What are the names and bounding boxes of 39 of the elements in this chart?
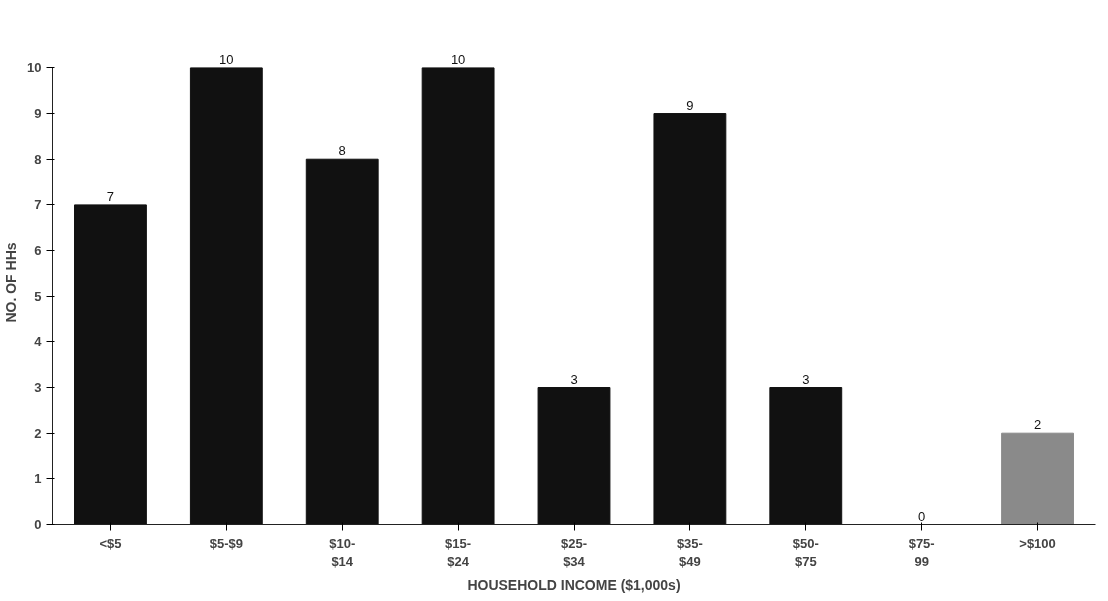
x-tick-label: $5-$9 (209, 535, 243, 551)
y-tick-label: 2 (34, 425, 42, 441)
x-tick-label: $10- $14 (329, 535, 356, 569)
data-label: 3 (570, 371, 578, 387)
bar (537, 387, 611, 525)
y-axis-title: NO. OF HHs (3, 242, 20, 323)
y-tick-label: 4 (34, 334, 43, 350)
y-tick-label: 5 (34, 288, 42, 304)
x-tick-label: $75- 99 (908, 535, 935, 569)
x-tick-label: $25- $34 (560, 535, 588, 569)
data-label: 3 (802, 371, 810, 387)
y-tick-label: 8 (34, 151, 42, 167)
bar (189, 67, 263, 525)
x-tick-label: $15- $24 (445, 535, 472, 569)
x-tick-label: $35- $49 (676, 535, 703, 569)
y-tick-label: 6 (34, 243, 42, 259)
data-label: 8 (338, 143, 346, 159)
bar (305, 158, 379, 525)
data-label: 9 (686, 97, 694, 113)
x-tick-label: <$5 (99, 535, 122, 551)
x-tick-label: $50- $75 (792, 535, 819, 569)
data-label: 10 (219, 51, 234, 67)
bar (74, 204, 147, 525)
data-label: 2 (1033, 417, 1042, 433)
y-tick-label: 7 (34, 197, 42, 213)
y-tick-label: 9 (34, 106, 42, 122)
bar (1001, 432, 1074, 525)
bar (653, 113, 727, 525)
data-label: 7 (106, 188, 115, 204)
y-tick-label: 3 (34, 380, 42, 396)
y-tick-label: 1 (34, 471, 42, 487)
data-label: 0 (918, 508, 926, 524)
bar (769, 387, 843, 525)
y-tick-label: 10 (27, 60, 42, 76)
bar (421, 67, 495, 525)
data-label: 10 (450, 51, 466, 67)
y-tick-label: 0 (34, 517, 42, 532)
x-axis-title: HOUSEHOLD INCOME ($1,000s) (467, 576, 681, 593)
x-tick-label: >$100 (1019, 535, 1056, 551)
